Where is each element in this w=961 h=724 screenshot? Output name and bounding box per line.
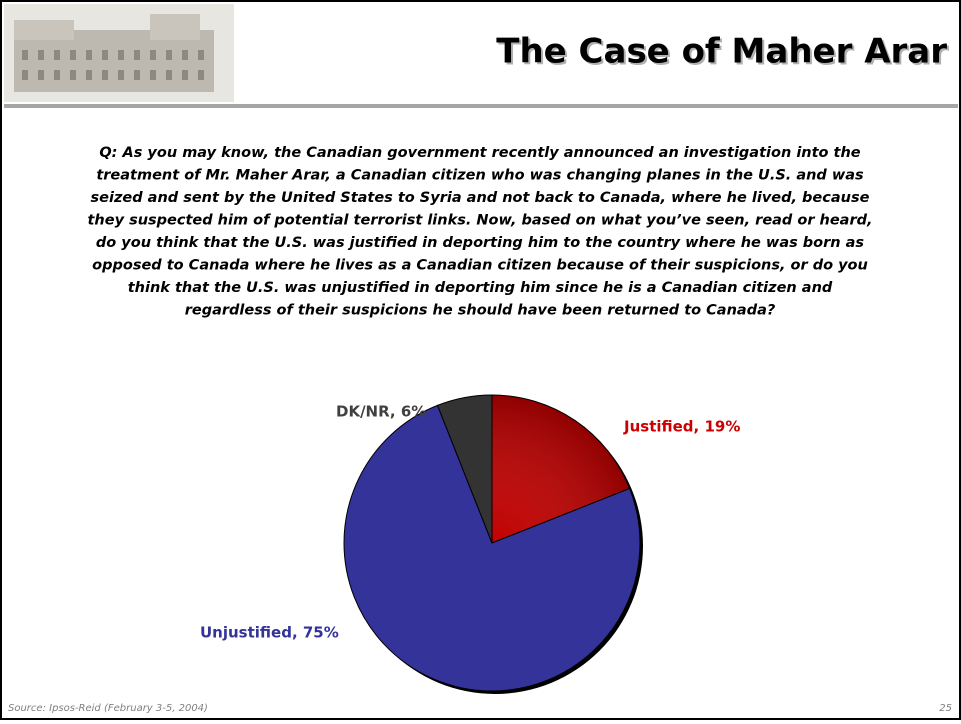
- question-line: Q: As you may know, the Canadian governm…: [99, 145, 860, 161]
- question-line: seized and sent by the United States to …: [91, 190, 870, 206]
- source: Source: Ipsos-Reid (February 3-5, 2004): [8, 703, 208, 714]
- question-line: treatment of Mr. Maher Arar, a Canadian …: [96, 168, 864, 184]
- slice-label: Justified, 19%: [623, 418, 740, 436]
- slide: The Case of Maher Arar The Case of Maher…: [0, 0, 961, 720]
- slice-label: DK/NR, 6%: [336, 403, 426, 421]
- question-line: think that the U.S. was unjustified in d…: [128, 280, 833, 296]
- question-line: do you think that the U.S. was justified…: [96, 235, 865, 251]
- question-line: opposed to Canada where he lives as a Ca…: [92, 258, 868, 274]
- slice-label: Unjustified, 75%: [200, 624, 339, 642]
- header-image: [4, 4, 234, 102]
- page-number: 25: [939, 703, 952, 714]
- chart-title: The Case of Maher Arar: [496, 32, 947, 72]
- question-line: they suspected him of potential terroris…: [87, 213, 872, 229]
- question-line: regardless of their suspicions he should…: [185, 303, 776, 319]
- header-rule: [4, 104, 958, 108]
